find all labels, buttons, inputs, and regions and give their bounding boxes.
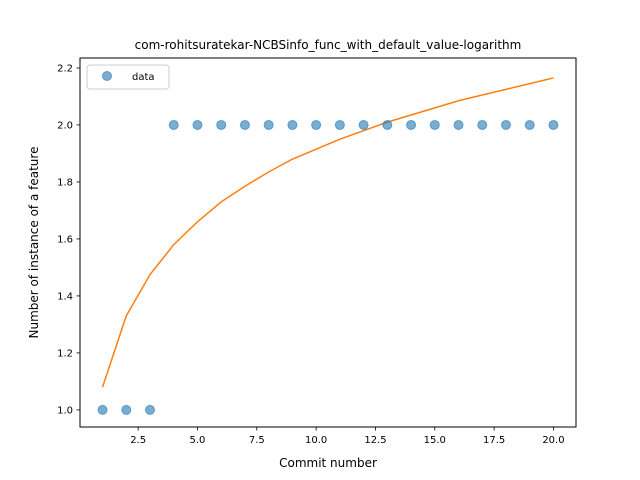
fit-line: [101, 77, 554, 388]
data-point: [311, 119, 322, 130]
data-point: [382, 119, 393, 130]
data-point: [192, 119, 203, 130]
x-tick-label: 15.0: [424, 435, 446, 446]
x-axis-label: Commit number: [279, 456, 377, 470]
chart-title: com-rohitsuratekar-NCBSinfo_func_with_de…: [135, 38, 522, 52]
y-tick-label: 2.0: [57, 120, 73, 131]
x-tick-label: 20.0: [542, 435, 564, 446]
data-point: [334, 119, 345, 130]
data-point: [358, 119, 369, 130]
y-tick-label: 1.6: [57, 234, 73, 245]
legend-label-data: data: [132, 72, 155, 83]
data-point: [145, 404, 156, 415]
data-point: [500, 119, 511, 130]
x-tick-label: 2.5: [130, 435, 146, 446]
y-tick-label: 2.2: [57, 63, 73, 74]
axes-frame: [79, 57, 577, 428]
data-point: [453, 119, 464, 130]
y-axis-ticks: 1.0 1.2 1.4 1.6 1.8 2.0 2.2: [57, 63, 80, 416]
plot-area: [97, 77, 559, 415]
y-tick-label: 1.8: [57, 177, 73, 188]
legend: data: [86, 64, 170, 90]
x-tick-label: 17.5: [483, 435, 505, 446]
data-point: [548, 119, 559, 130]
data-point: [287, 119, 298, 130]
data-point: [406, 119, 417, 130]
y-axis-label: Number of instance of a feature: [27, 147, 41, 339]
y-tick-label: 1.2: [57, 348, 73, 359]
data-point: [121, 404, 132, 415]
legend-marker-data: [102, 71, 112, 81]
y-tick-label: 1.0: [57, 405, 73, 416]
data-point: [97, 404, 108, 415]
x-axis-ticks: 2.5 5.0 7.5 10.0 12.5 15.0 17.5 20.0: [130, 427, 565, 446]
x-tick-label: 7.5: [249, 435, 265, 446]
data-point: [263, 119, 274, 130]
x-tick-label: 5.0: [190, 435, 206, 446]
data-point: [429, 119, 440, 130]
data-point: [477, 119, 488, 130]
x-tick-label: 10.0: [305, 435, 327, 446]
data-point: [239, 119, 250, 130]
y-tick-label: 1.4: [57, 291, 73, 302]
legend-box: [86, 64, 170, 90]
data-point: [524, 119, 535, 130]
x-tick-label: 12.5: [364, 435, 386, 446]
data-point: [216, 119, 227, 130]
data-point: [168, 119, 179, 130]
